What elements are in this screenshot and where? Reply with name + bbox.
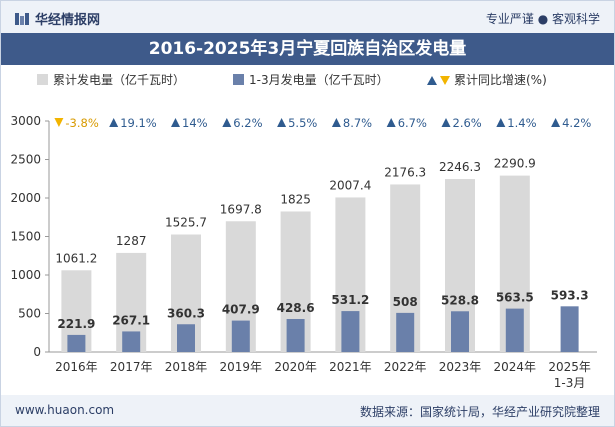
cumulative-value-label: 2290.9 [494,157,536,171]
cumulative-value-label: 1287 [116,234,147,248]
growth-up-icon [222,118,232,127]
y-tick-label: 0 [33,345,41,359]
growth-label: 5.5% [288,116,317,130]
growth-up-icon [277,118,287,127]
cumulative-value-label: 2246.3 [439,160,481,174]
footer-url[interactable]: www.huaon.com [15,403,115,417]
x-tick-label: 2024年 [494,360,537,374]
x-tick-label: 2022年 [384,360,427,374]
growth-label: 6.7% [398,116,427,130]
logo-icon [15,13,29,25]
growth-label: 6.2% [233,116,262,130]
monthly-value-label: 428.6 [277,301,315,315]
x-tick-label: 2016年 [55,360,98,374]
legend-down-triangle-icon [440,76,450,85]
legend-up-triangle-icon [427,76,437,85]
growth-up-icon [441,118,451,127]
legend: 累计发电量（亿千瓦时） 1-3月发电量（亿千瓦时） 累计同比增速(%) [37,72,547,87]
x-tick-label: 2025年 1-3月 [548,360,591,390]
growth-down-icon [54,118,64,127]
monthly-bar [341,311,360,352]
monthly-value-label: 531.2 [331,293,369,307]
monthly-value-label: 221.9 [57,317,95,331]
monthly-bar [286,318,305,352]
brand: 华经情报网 [15,9,100,28]
plot-area: 0 500 1000 1500 2000 2500 3000 1061.2 221.9 -3.8%… [10,114,597,390]
legend-label-monthly: 1-3月发电量（亿千瓦时） [249,72,389,87]
monthly-value-label: 563.5 [496,291,534,305]
cumulative-value-label: 2007.4 [329,178,371,192]
bar-chart: 累计发电量（亿千瓦时） 1-3月发电量（亿千瓦时） 累计同比增速(%) 0 500… [10,72,597,390]
y-tick-label: 2500 [10,153,41,167]
monthly-bar [177,324,195,352]
legend-label-growth: 累计同比增速(%) [454,73,547,87]
x-tick-label: 2018年 [165,360,208,374]
monthly-bar [396,312,415,352]
y-tick-label: 1500 [10,230,41,244]
legend-swatch-monthly [233,74,244,85]
cumulative-value-label: 1061.2 [55,251,97,265]
monthly-bar [231,320,250,352]
top-bar: 华经情报网 专业严谨 ● 客观科学 [1,1,614,33]
cumulative-value-label: 1697.8 [220,202,262,216]
x-tick-label: 2017年 [110,360,153,374]
cumulative-value-label: 1825 [280,192,311,206]
x-tick-label: 2019年 [220,360,263,374]
growth-label: 19.1% [120,116,157,130]
x-tick-label: 2021年 [329,360,372,374]
growth-label: 2.6% [453,116,482,130]
growth-label: 14% [182,116,208,130]
monthly-bar [67,334,86,352]
y-tick-label: 3000 [10,114,41,128]
monthly-value-label: 508 [393,295,418,309]
legend-swatch-cumulative [37,74,48,85]
growth-up-icon [496,118,506,127]
monthly-value-label: 407.9 [222,303,260,317]
monthly-value-label: 593.3 [551,288,589,302]
y-tick-label: 1000 [10,268,41,282]
cumulative-value-label: 2176.3 [384,165,426,179]
monthly-bar [505,308,524,352]
tagline: 专业严谨 ● 客观科学 [485,12,600,26]
footer: www.huaon.com 数据来源：国家统计局，华经产业研究院整理 [1,395,614,426]
monthly-value-label: 360.3 [167,306,205,320]
monthly-bar [451,311,469,352]
cumulative-value-label: 1525.7 [165,216,207,230]
y-tick-label: 2000 [10,191,41,205]
data-source: 数据来源：国家统计局，华经产业研究院整理 [359,405,600,419]
growth-label: 8.7% [343,116,372,130]
chart-area: 累计发电量（亿千瓦时） 1-3月发电量（亿千瓦时） 累计同比增速(%) 0 500… [1,65,614,395]
site-name: 华经情报网 [35,13,101,28]
monthly-bar [122,331,141,352]
growth-up-icon [171,118,180,127]
growth-up-icon [386,118,396,127]
x-tick-label: 2020年 [274,360,317,374]
growth-up-icon [331,118,341,127]
monthly-value-label: 267.1 [112,313,150,327]
growth-label: -3.8% [65,116,98,130]
legend-label-cumulative: 累计发电量（亿千瓦时） [53,72,185,87]
monthly-bar [560,306,579,352]
growth-label: 4.2% [562,116,591,130]
x-tick-label: 2023年 [439,360,482,374]
y-tick-label: 500 [18,307,41,321]
growth-up-icon [551,118,561,127]
chart-title: 2016-2025年3月宁夏回族自治区发电量 [1,33,614,65]
growth-label: 1.4% [507,116,536,130]
monthly-value-label: 528.8 [441,293,479,307]
growth-up-icon [109,118,119,127]
